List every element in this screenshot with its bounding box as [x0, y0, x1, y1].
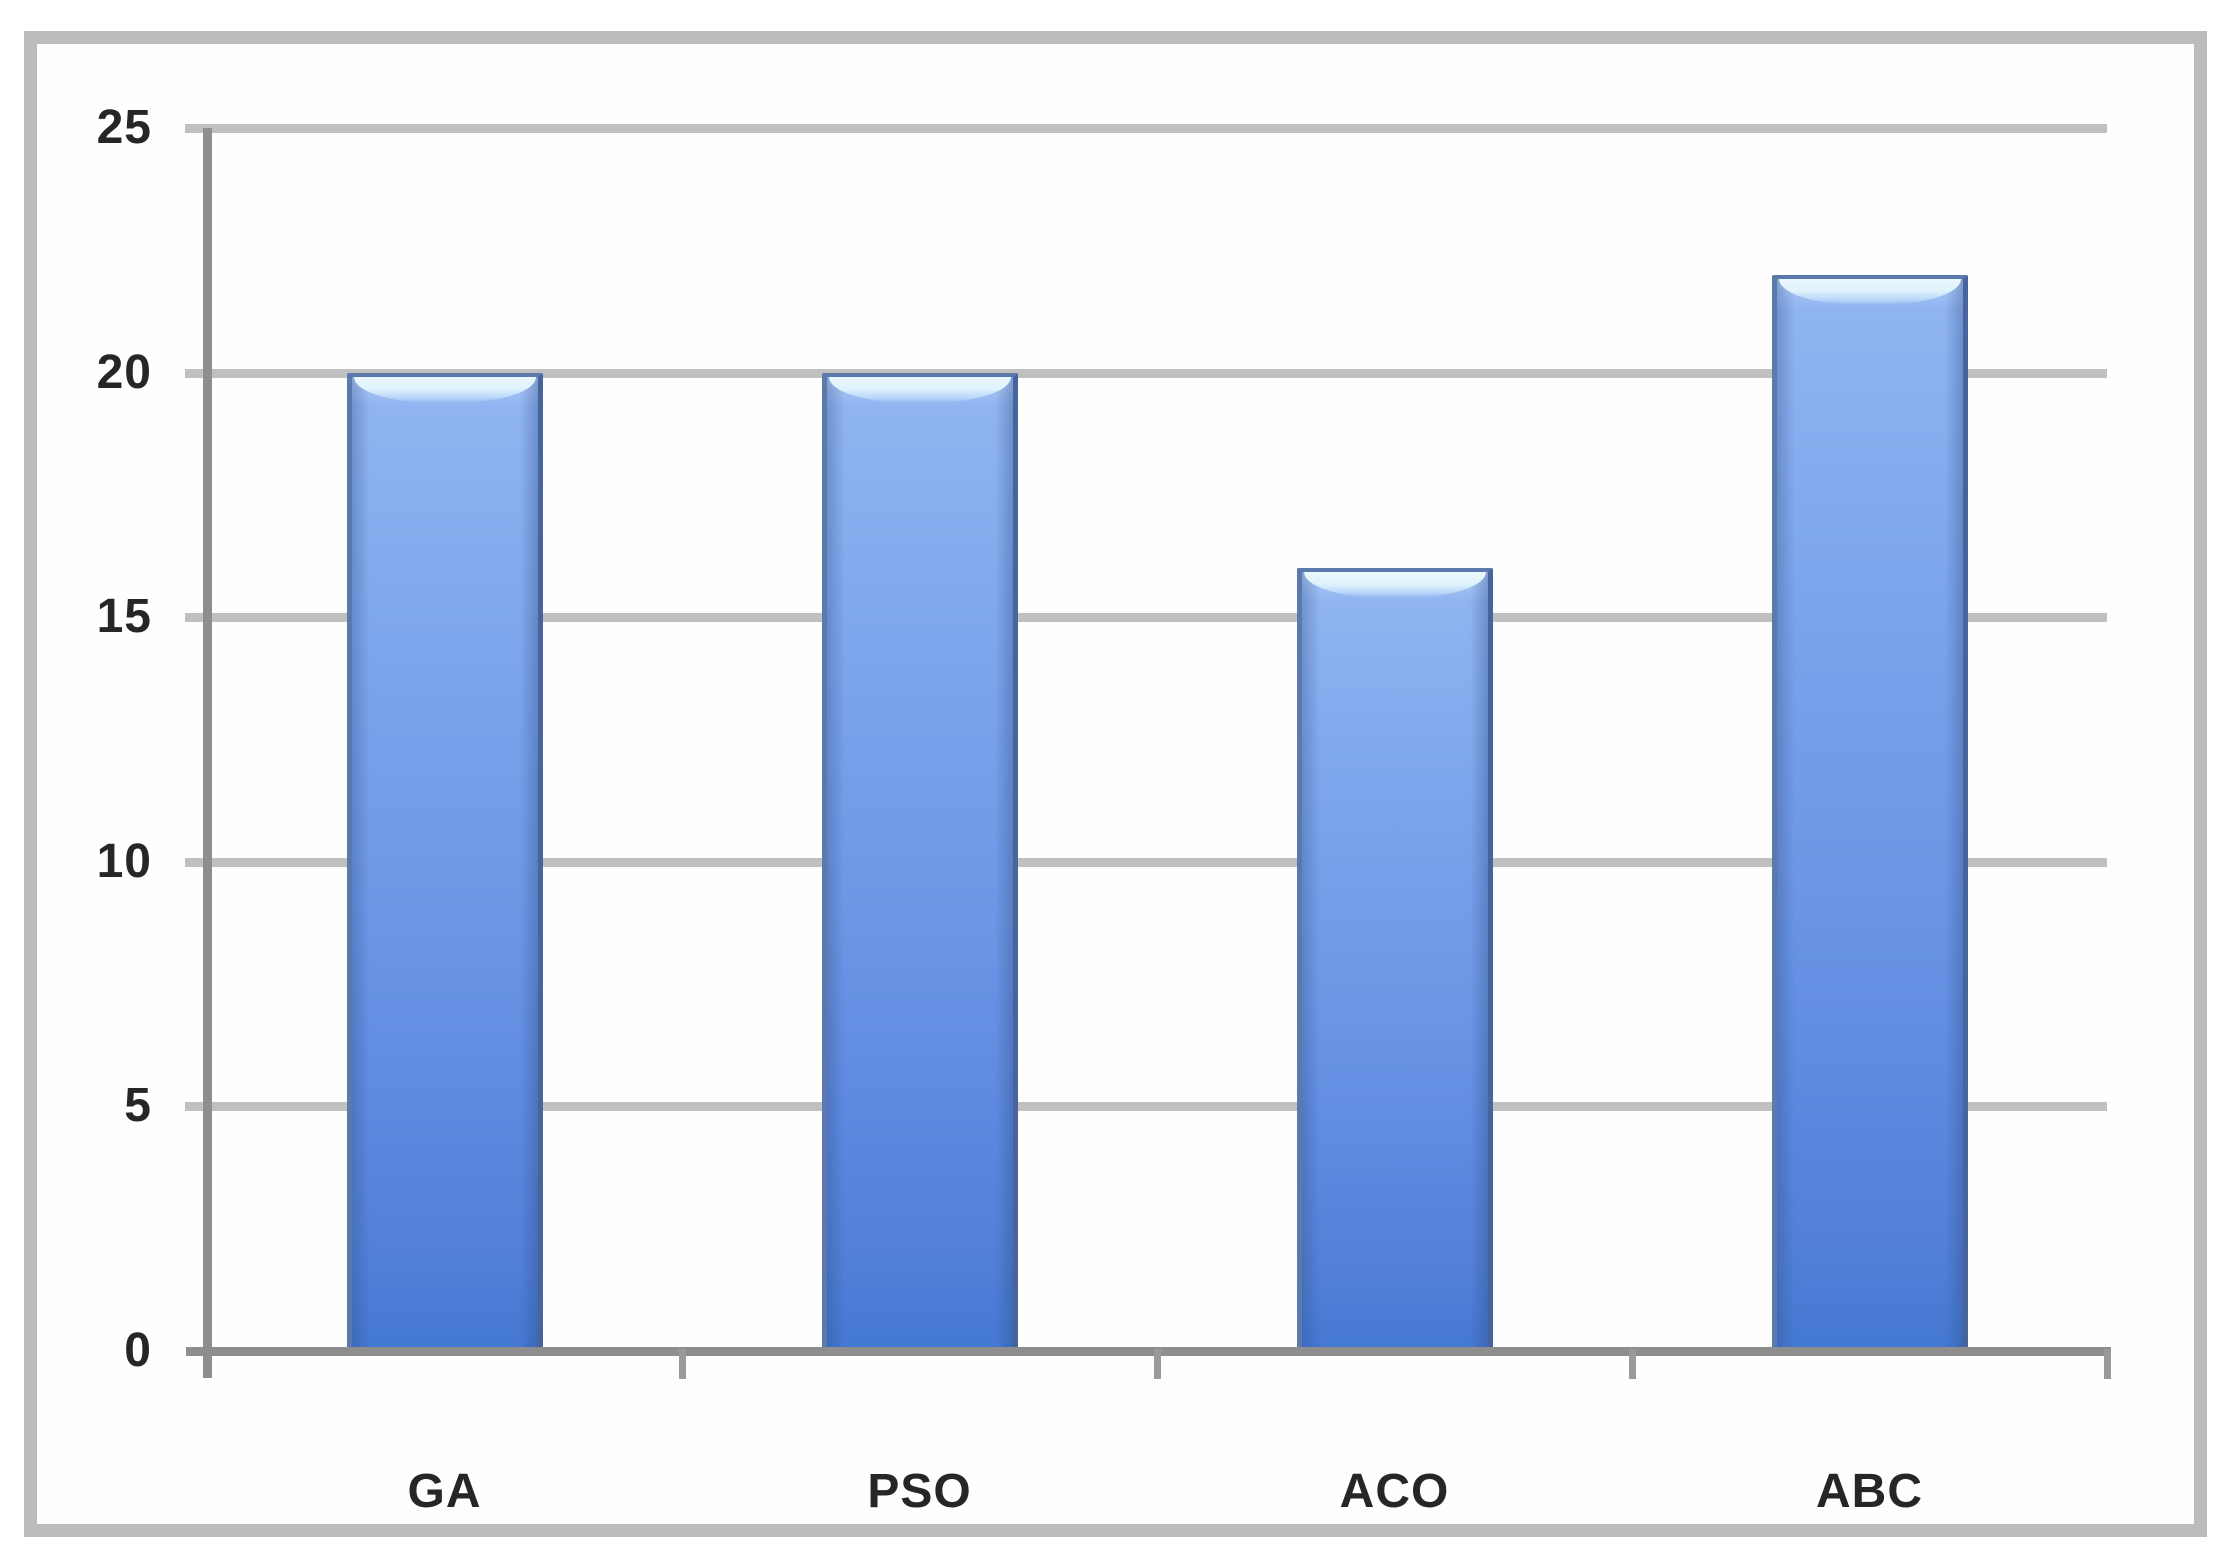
x-category-label: GA — [407, 1465, 482, 1518]
y-tick-label: 20 — [96, 345, 152, 399]
x-axis-line — [186, 1347, 2111, 1356]
y-tick-label: 0 — [124, 1324, 152, 1377]
bar — [1296, 568, 1493, 1353]
bar — [346, 372, 543, 1353]
bar — [821, 372, 1018, 1353]
y-gridline — [185, 857, 2107, 867]
y-tick-label: 25 — [96, 101, 152, 154]
x-axis-tick-mark — [679, 1349, 686, 1379]
bar-gloss-highlight — [353, 376, 536, 403]
y-gridline — [185, 368, 2107, 378]
x-axis-tick-mark — [1154, 1349, 1161, 1379]
x-axis-tick-mark — [2104, 1349, 2111, 1379]
x-category-label: ABC — [1816, 1465, 1923, 1518]
y-gridline — [185, 613, 2107, 623]
bar — [1771, 274, 1968, 1353]
y-axis-line — [203, 128, 212, 1378]
y-gridline — [185, 124, 2107, 133]
bar-gloss-highlight — [1778, 278, 1961, 305]
y-tick-label: 5 — [124, 1079, 152, 1133]
bar-gloss-highlight — [828, 376, 1011, 403]
x-category-label: ACO — [1339, 1465, 1450, 1518]
y-tick-label: 10 — [96, 834, 152, 888]
y-tick-label: 15 — [96, 590, 152, 644]
x-axis-tick-mark — [1629, 1349, 1636, 1379]
bar-gloss-highlight — [1303, 572, 1486, 599]
y-gridline — [185, 1102, 2107, 1112]
x-category-label: PSO — [867, 1465, 972, 1518]
